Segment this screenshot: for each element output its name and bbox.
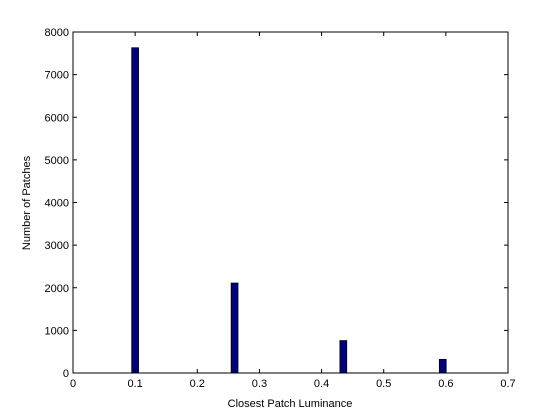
x-tick-label-0: 0: [70, 378, 76, 390]
x-tick-label-6: 0.6: [438, 378, 453, 390]
bar-1: [231, 283, 238, 373]
y-tick-label-1: 1000: [45, 325, 69, 337]
x-tick-label-5: 0.5: [376, 378, 391, 390]
y-tick-label-8: 8000: [45, 27, 69, 39]
y-tick-label-3: 3000: [45, 240, 69, 252]
x-tick-label-3: 0.3: [252, 378, 267, 390]
y-tick-label-2: 2000: [45, 283, 69, 295]
x-tick-label-7: 0.7: [500, 378, 515, 390]
y-tick-label-5: 5000: [45, 155, 69, 167]
x-tick-label-1: 0.1: [127, 378, 142, 390]
x-axis-label: Closest Patch Luminance: [228, 398, 353, 410]
x-tick-label-4: 0.4: [314, 378, 329, 390]
bar-3: [439, 359, 446, 373]
bar-2: [340, 341, 347, 373]
y-tick-label-6: 6000: [45, 112, 69, 124]
y-tick-label-4: 4000: [45, 198, 69, 210]
y-tick-label-7: 7000: [45, 70, 69, 82]
y-axis-label: Number of Patches: [21, 155, 33, 250]
bar-0: [132, 48, 139, 373]
x-tick-label-2: 0.2: [190, 378, 205, 390]
y-tick-label-0: 0: [63, 368, 69, 380]
